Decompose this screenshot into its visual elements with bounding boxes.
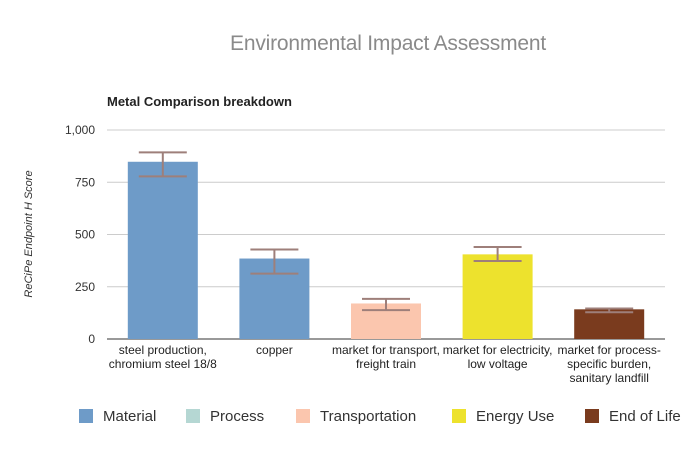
bars bbox=[127, 161, 645, 339]
y-tick-label: 0 bbox=[88, 332, 95, 346]
legend-label: Transportation bbox=[320, 407, 417, 425]
y-tick-labels: 0 250 500 750 1,000 bbox=[65, 123, 95, 346]
error-bars bbox=[138, 151, 634, 314]
y-tick-label: 250 bbox=[75, 280, 95, 294]
legend-item[interactable]: Process bbox=[186, 406, 264, 426]
chart-subtitle: Metal Comparison breakdown bbox=[107, 94, 292, 109]
legend-swatch bbox=[585, 409, 599, 423]
y-tick-label: 750 bbox=[75, 175, 95, 189]
x-tick-label: market for electricity, low voltage bbox=[442, 343, 553, 371]
bar[interactable] bbox=[127, 161, 198, 339]
legend-item[interactable]: Transportation bbox=[296, 406, 416, 426]
legend-swatch bbox=[296, 409, 310, 423]
y-tick-label: 1,000 bbox=[65, 123, 95, 137]
legend-label: Process bbox=[210, 407, 265, 425]
x-tick-label: market for process-specific burden, sani… bbox=[557, 343, 661, 385]
legend-swatch bbox=[186, 409, 200, 423]
chart-title: Environmental Impact Assessment bbox=[230, 32, 546, 55]
legend-label: Material bbox=[103, 407, 157, 425]
bar[interactable] bbox=[462, 254, 533, 339]
legend-label: Energy Use bbox=[476, 407, 555, 425]
legend-swatch bbox=[79, 409, 93, 423]
bar[interactable] bbox=[574, 309, 645, 339]
legend-label: End of Life bbox=[609, 407, 681, 425]
legend-item[interactable]: Energy Use bbox=[452, 406, 554, 426]
y-tick-label: 500 bbox=[75, 228, 95, 242]
legend-item[interactable]: Material bbox=[79, 406, 156, 426]
legend-swatch bbox=[452, 409, 466, 423]
legend: Material Process Transportation Energy Use E… bbox=[0, 406, 700, 428]
x-tick-label: steel production, chromium steel 18/8 bbox=[108, 343, 217, 371]
x-tick-label: market for transport, freight train bbox=[331, 343, 441, 371]
x-tick-label: copper bbox=[256, 343, 293, 357]
legend-item[interactable]: End of Life bbox=[585, 406, 681, 426]
